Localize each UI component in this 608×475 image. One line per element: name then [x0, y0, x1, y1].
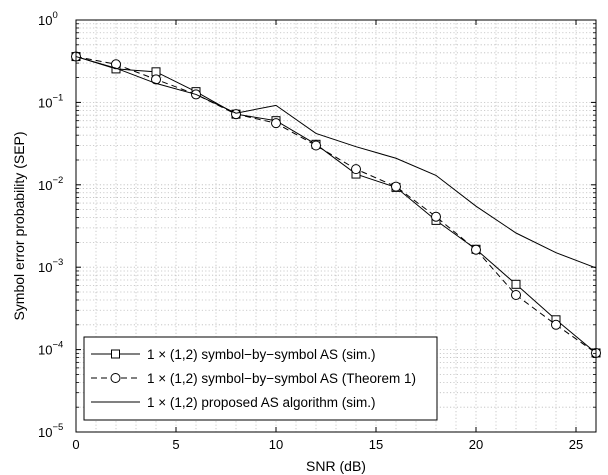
series-3-line	[75, 56, 597, 269]
y-tick-label: 10−2	[38, 175, 63, 193]
series-2	[71, 51, 601, 358]
axes-box	[75, 19, 597, 433]
x-axis-label: SNR (dB)	[306, 458, 366, 474]
series-2-point	[111, 59, 121, 70]
y-axis-label: Symbol error probability (SEP)	[11, 131, 27, 320]
legend-entry-2: 1 × (1,2) symbol−by−symbol AS (Theorem 1…	[147, 371, 416, 386]
series-2-line	[75, 56, 597, 354]
y-tick-label: 10−5	[38, 422, 63, 440]
series-2-point	[231, 109, 241, 120]
series-1-line	[75, 56, 597, 354]
y-tick-label: 10−3	[38, 257, 63, 275]
x-tick-label: 10	[269, 437, 283, 452]
series-2-point	[151, 74, 161, 85]
x-tick-label: 5	[172, 437, 179, 452]
series-2-point	[271, 118, 281, 129]
series-2-point	[511, 289, 521, 300]
series-layer	[71, 51, 601, 358]
legend-marker-2	[110, 373, 121, 383]
y-tick-label: 10−4	[38, 340, 63, 358]
legend-entry-1: 1 × (1,2) symbol−by−symbol AS (sim.)	[147, 347, 375, 362]
legend-entry-3: 1 × (1,2) proposed AS algorithm (sim.)	[147, 395, 375, 410]
series-2-point	[311, 140, 321, 151]
x-tick-label: 0	[72, 437, 79, 452]
series-2-point	[391, 181, 401, 192]
series-1-point	[511, 279, 521, 289]
legend-box	[83, 336, 438, 421]
y-tick-label: 10−1	[38, 92, 63, 110]
y-tick-label: 100	[38, 10, 58, 28]
series-2-point	[551, 319, 561, 330]
x-tick-label: 20	[469, 437, 483, 452]
x-tick-label: 25	[569, 437, 583, 452]
series-2-point	[471, 244, 481, 255]
series-3	[75, 56, 597, 269]
x-tick-label: 15	[369, 437, 383, 452]
series-2-point	[431, 211, 441, 222]
legend-marker-1	[111, 349, 120, 359]
legend: 1 × (1,2) symbol−by−symbol AS (sim.) 1 × …	[83, 336, 438, 421]
tick-labels: 0 5 10 15 20 25 10−5 10−4 10−3 10−2 10−1 100	[38, 10, 583, 452]
grid	[76, 20, 596, 432]
series-2-point	[351, 164, 361, 175]
ticks	[75, 19, 596, 433]
